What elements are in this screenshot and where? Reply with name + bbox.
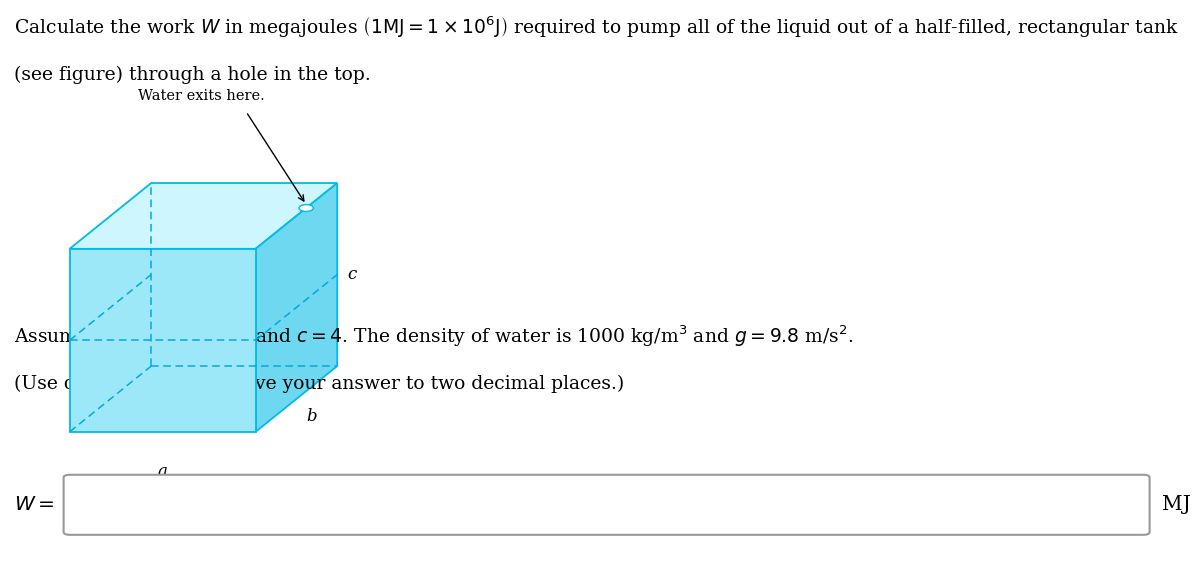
- Text: $W =$: $W =$: [14, 495, 55, 514]
- Text: c: c: [347, 266, 356, 283]
- Text: b: b: [306, 407, 317, 424]
- Text: Calculate the work $W$ in megajoules $\left(1 \mathrm{MJ} = 1 \times 10^6 \mathr: Calculate the work $W$ in megajoules $\l…: [14, 14, 1180, 40]
- FancyBboxPatch shape: [64, 475, 1150, 535]
- Polygon shape: [70, 249, 256, 432]
- Text: (see figure) through a hole in the top.: (see figure) through a hole in the top.: [14, 66, 371, 84]
- Polygon shape: [70, 183, 337, 249]
- Circle shape: [299, 205, 313, 212]
- Text: a: a: [157, 463, 168, 480]
- Polygon shape: [256, 183, 337, 432]
- Text: (Use decimal notation. Give your answer to two decimal places.): (Use decimal notation. Give your answer …: [14, 375, 625, 393]
- Text: Water exits here.: Water exits here.: [138, 89, 265, 102]
- Text: MJ: MJ: [1162, 495, 1190, 514]
- Text: Assume that $a = 6$, $b = 4$, and $c = 4$. The density of water is 1000 kg/m$^3$: Assume that $a = 6$, $b = 4$, and $c = 4…: [14, 323, 853, 349]
